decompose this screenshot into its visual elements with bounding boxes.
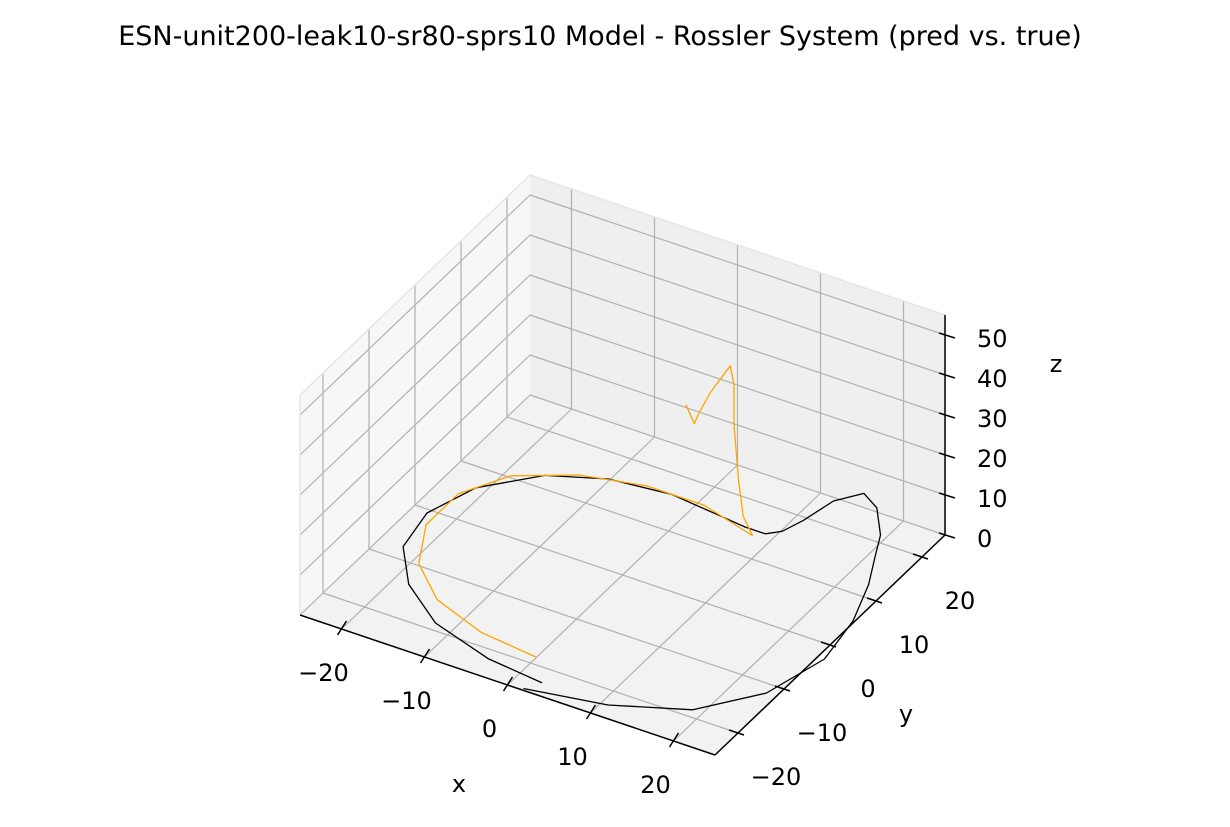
grid-line (299, 194, 531, 416)
tick-mark (938, 372, 956, 379)
y-axis-label: y (899, 700, 913, 728)
tick-mark (336, 620, 348, 636)
tick-mark (938, 412, 956, 419)
grid-line (322, 592, 739, 734)
grid-line (368, 548, 785, 690)
grid-line (414, 504, 831, 646)
series-line-1 (418, 365, 754, 658)
tick-mark (419, 648, 431, 664)
x-tick-label: −20 (298, 659, 349, 687)
grid-line (529, 274, 946, 416)
tick-mark (585, 704, 597, 720)
z-tick-label: 50 (977, 325, 1008, 353)
tick-mark (774, 685, 791, 692)
tick-mark (938, 452, 956, 459)
y-tick-label: 10 (899, 631, 930, 659)
axes-panes (300, 175, 945, 755)
grid-line (299, 234, 531, 456)
axis-ticks: −20 −10 0 10 20 −20 −10 0 10 20 0 10 20 30 40 50 (298, 325, 1007, 799)
x-tick-label: 10 (557, 743, 588, 771)
pane-edge (299, 174, 531, 396)
grid-line (299, 394, 531, 616)
z-tick-label: 30 (977, 405, 1008, 433)
tick-mark (938, 532, 956, 539)
y-tick-label: −20 (751, 763, 802, 791)
chart-title: ESN-unit200-leak10-sr80-sprs10 Model - R… (118, 21, 1082, 52)
grid-line (299, 274, 531, 496)
z-tick-label: 10 (977, 485, 1008, 513)
grid-line (529, 354, 946, 496)
grid-line (460, 460, 877, 602)
x-tick-label: 0 (482, 715, 497, 743)
grid-line (299, 314, 531, 536)
y-tick-label: 20 (945, 587, 976, 615)
tick-mark (938, 492, 956, 499)
x-axis-label: x (452, 770, 466, 798)
grid-line (529, 234, 946, 376)
z-tick-label: 20 (977, 445, 1008, 473)
grid-line (506, 416, 923, 558)
grid-line (299, 354, 531, 576)
grid-line (529, 194, 946, 336)
tick-mark (820, 641, 837, 648)
y-tick-label: −10 (797, 719, 848, 747)
z-tick-label: 0 (977, 525, 992, 553)
grid-line (529, 314, 946, 456)
y-tick-label: 0 (860, 675, 875, 703)
x-tick-label: −10 (381, 687, 432, 715)
tick-mark (728, 729, 745, 736)
tick-mark (668, 732, 680, 748)
z-axis-label: z (1050, 350, 1063, 378)
pane-edge (529, 174, 946, 316)
x-tick-label: 20 (640, 771, 671, 799)
tick-mark (866, 597, 883, 604)
z-tick-label: 40 (977, 365, 1008, 393)
tick-mark (938, 332, 956, 339)
tick-mark (912, 553, 929, 560)
tick-mark (502, 676, 514, 692)
